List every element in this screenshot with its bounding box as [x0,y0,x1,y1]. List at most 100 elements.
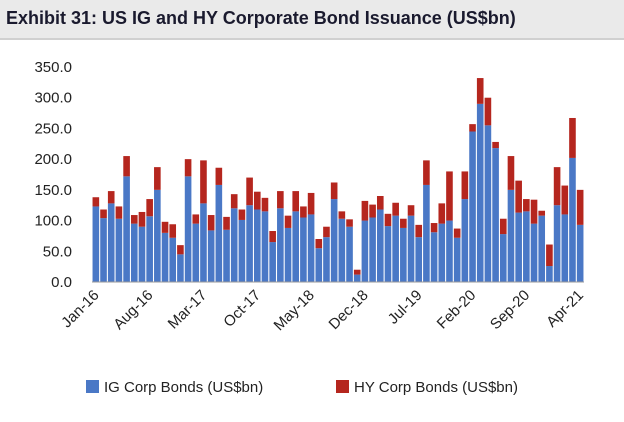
bar-hy [576,189,584,225]
x-tick-label: Dec-18 [326,287,372,333]
bar-ig [269,242,276,282]
bar-ig [284,227,292,282]
bar-hy [123,156,130,177]
bar-ig [453,237,461,282]
bar-hy [530,199,538,224]
legend: IG Corp Bonds (US$bn) HY Corp Bonds (US$… [86,379,518,396]
bar-ig [415,237,423,282]
title-bar: Exhibit 31: US IG and HY Corporate Bond … [0,0,624,40]
bar-hy [453,228,461,238]
bar-hy [315,239,323,249]
legend-label-hy: HY Corp Bonds (US$bn) [354,379,518,396]
bar-hy [246,177,253,206]
bar-hy [407,205,415,216]
bar-ig [123,176,130,282]
bar-ig [323,237,330,282]
bar-hy [92,197,100,207]
bar-ig [115,218,123,282]
bar-ig [438,223,446,282]
bar-ig [446,220,453,282]
bar-hy [292,191,300,212]
bar-ig [553,205,561,282]
bar-hy [561,185,569,215]
bar-ig [223,229,230,282]
x-tick-label: Aug-16 [110,287,156,333]
bar-ig [499,234,507,282]
y-axis: 0.0 50.0 100.0 150.0 200.0 250.0 300.0 350.0 [34,59,72,291]
bar-hy [569,117,576,158]
bar-ig [238,219,246,282]
bar-ig [361,220,369,282]
bar-hy [392,202,399,216]
bar-hy [384,213,392,227]
y-tick-label: 250.0 [34,120,72,137]
bar-hy [553,167,561,206]
bar-hy [523,199,530,212]
bar-ig [161,232,169,282]
bar-hy [446,171,453,221]
bar-ig [192,223,200,282]
bar-hy [184,159,192,177]
bar-hy [230,194,238,209]
bar-hy [177,245,184,255]
bar-ig [338,218,346,282]
bar-ig [430,232,438,282]
bar-ig [484,125,492,282]
x-tick-label: Jan-16 [58,287,102,331]
bar-ig [100,218,107,282]
bar-hy [169,224,177,238]
bar-hy [369,204,376,218]
bar-ig [476,103,484,282]
bar-ig [261,211,269,282]
bar-hy [515,180,522,213]
bar-ig [138,226,146,282]
bar-ig [253,209,261,282]
bar-hy [353,269,361,275]
bar-hy [100,209,107,219]
bar-ig [561,214,569,282]
y-tick-label: 300.0 [34,90,72,107]
bar-ig [507,189,515,282]
x-tick-label: Oct-17 [220,287,264,331]
bar-hy [338,211,346,219]
bar-hy [476,78,484,104]
bar-hy [538,210,546,216]
bar-hy [269,231,276,243]
bar-ig [376,209,384,282]
bar-ig [307,214,315,282]
legend-label-ig: IG Corp Bonds (US$bn) [104,379,263,396]
bar-hy [484,97,492,126]
bar-ig [330,199,338,282]
bar-hy [115,206,123,219]
bar-hy [400,218,407,228]
bar-ig [207,230,215,282]
bar-series [92,78,584,282]
bar-hy [107,191,115,204]
bar-ig [407,215,415,282]
bar-hy [323,226,330,238]
bar-hy [507,156,515,190]
bar-hy [423,160,430,185]
bar-hy [161,221,169,233]
bar-hy [223,216,230,230]
bar-ig [169,237,177,282]
bar-ig [277,208,284,282]
bar-hy [200,160,207,204]
bar-hy [461,171,469,200]
bar-hy [492,141,499,149]
bar-hy [138,211,146,227]
y-tick-label: 350.0 [34,59,72,76]
bar-ig [546,266,553,282]
bar-hy [154,167,161,190]
bar-ig [384,226,392,282]
bar-ig [300,217,307,282]
bar-ig [569,157,576,282]
legend-swatch-ig [86,380,99,393]
y-tick-label: 100.0 [34,213,72,230]
bar-ig [353,274,361,282]
x-tick-label: Jul-19 [385,287,426,328]
bar-ig [469,131,476,282]
bar-hy [430,223,438,233]
bar-ig [130,223,138,282]
bar-ig [184,176,192,282]
